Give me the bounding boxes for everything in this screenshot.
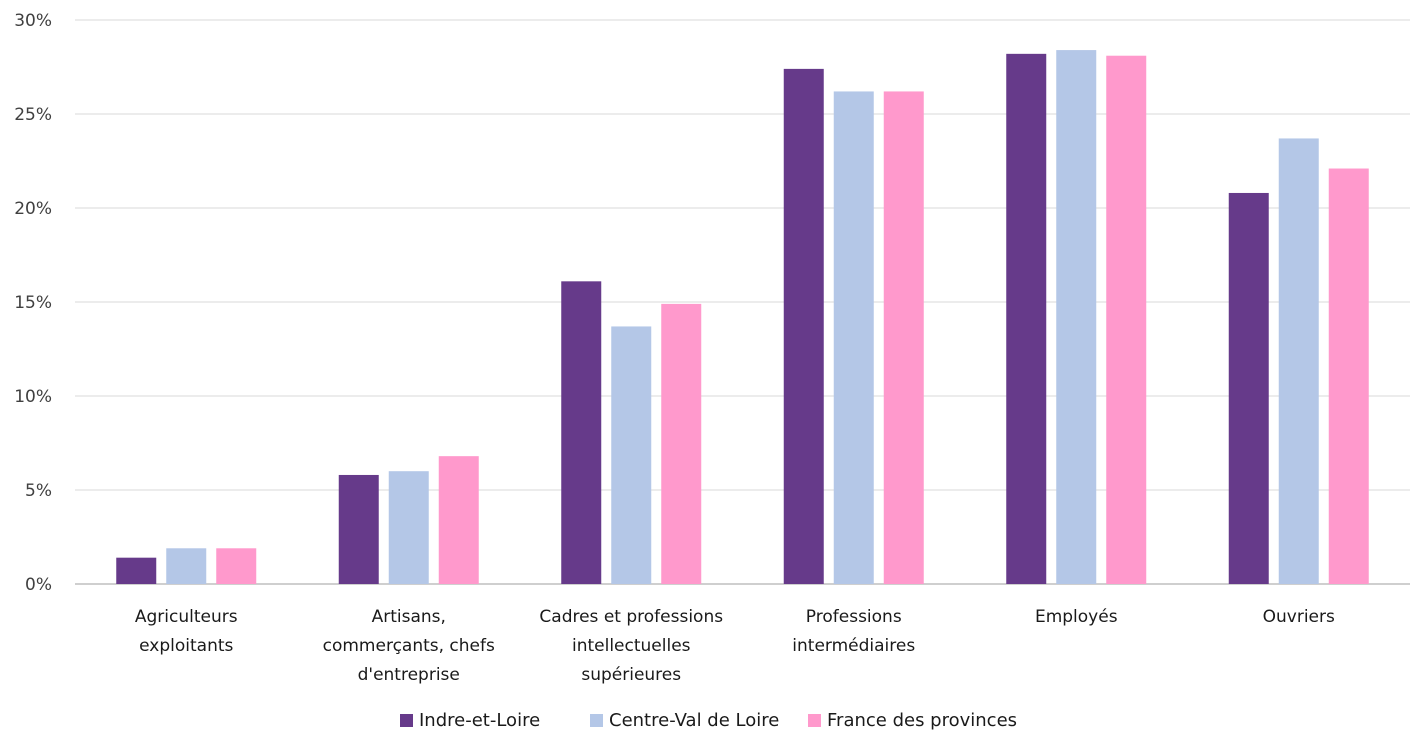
bar xyxy=(783,68,824,584)
bar xyxy=(1056,50,1097,584)
y-tick-label: 10% xyxy=(14,387,52,407)
x-tick-label: Employés xyxy=(1035,607,1118,627)
y-tick-label: 15% xyxy=(14,293,52,313)
bar xyxy=(1228,192,1269,584)
bar xyxy=(438,456,479,584)
legend-swatch xyxy=(590,714,603,727)
x-tick-label: exploitants xyxy=(139,636,233,656)
bar xyxy=(1328,168,1369,584)
bar xyxy=(388,471,429,584)
legend-swatch xyxy=(400,714,413,727)
bar xyxy=(1006,53,1047,584)
x-tick-label: intellectuelles xyxy=(572,636,691,656)
bar xyxy=(216,548,257,584)
bar xyxy=(166,548,207,584)
x-tick-label: Cadres et professions xyxy=(539,607,723,627)
x-tick-label: Ouvriers xyxy=(1263,607,1335,627)
bar xyxy=(1278,138,1319,584)
y-tick-label: 30% xyxy=(14,11,52,31)
y-tick-label: 0% xyxy=(25,575,52,595)
x-tick-label: Professions xyxy=(806,607,902,627)
bar xyxy=(661,303,702,584)
y-tick-label: 5% xyxy=(25,481,52,501)
bar xyxy=(1106,55,1147,585)
legend-label: France des provinces xyxy=(827,710,1017,731)
x-tick-label: intermédiaires xyxy=(792,636,915,656)
x-tick-label: supérieures xyxy=(581,665,681,685)
x-tick-label: commerçants, chefs xyxy=(323,636,495,656)
x-tick-label: d'entreprise xyxy=(358,665,460,685)
y-tick-label: 25% xyxy=(14,105,52,125)
bar xyxy=(611,326,652,584)
bar xyxy=(833,91,874,584)
legend-swatch xyxy=(808,714,821,727)
bar xyxy=(883,91,924,584)
bar xyxy=(338,474,379,584)
x-tick-label: Agriculteurs xyxy=(135,607,238,627)
y-tick-label: 20% xyxy=(14,199,52,219)
legend-label: Indre-et-Loire xyxy=(419,710,540,731)
bar xyxy=(561,281,602,584)
bar xyxy=(116,557,157,584)
x-tick-label: Artisans, xyxy=(372,607,446,627)
legend-label: Centre-Val de Loire xyxy=(609,710,779,731)
